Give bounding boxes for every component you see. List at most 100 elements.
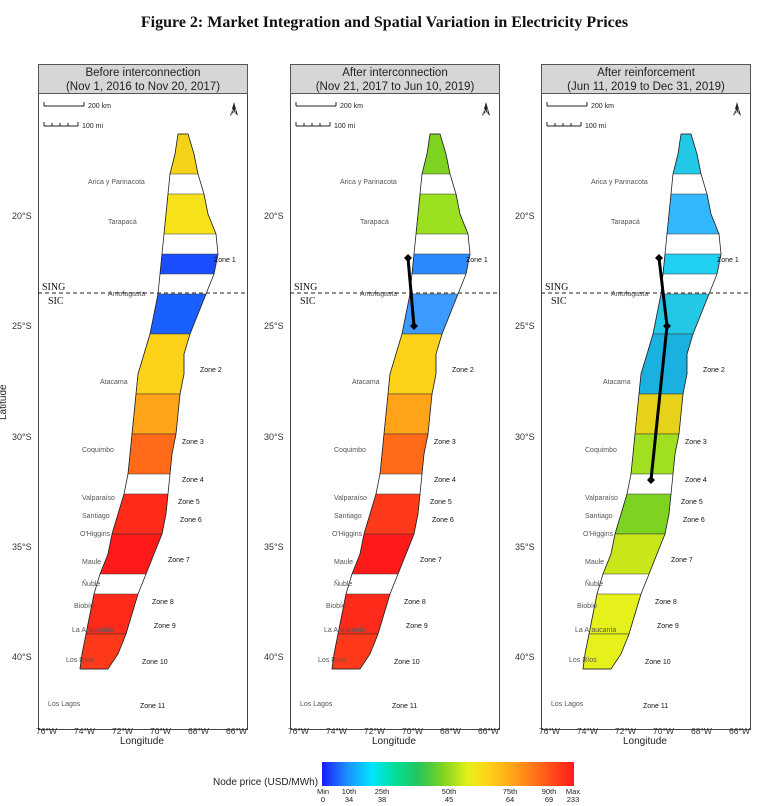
region-label: Santiago [334,513,362,520]
panel-period: (Jun 11, 2019 to Dec 31, 2019) [567,81,725,93]
panel-period: (Nov 1, 2016 to Nov 20, 2017) [65,81,221,93]
panel-title: After reinforcement [597,67,695,79]
scale-bar [546,102,588,127]
sing-label: SING [545,282,568,293]
region-label: O'Higgins [332,531,363,538]
map-panel: After interconnection (Nov 21, 2017 to Ju… [264,64,502,747]
zone-label: Zone 10 [142,659,168,666]
region-label: Atacama [603,379,631,386]
zone-label: Zone 6 [180,517,202,524]
latitude-tick-label: 35°S [515,542,535,552]
region-label: Ñuble [585,579,603,588]
region-label: Biobío [74,603,94,610]
legend-tick: Min 0 [311,788,335,804]
latitude-tick-label: 35°S [12,542,32,552]
region-label: Tarapacá [360,219,389,226]
region-label: Arica y Parinacota [88,179,145,186]
legend-tick-value: 233 [566,795,580,804]
latitude-tick-label: 35°S [264,542,284,552]
region-label: Coquimbo [585,447,617,454]
region-label: Arica y Parinacota [340,179,397,186]
map-panel: Before interconnection (Nov 1, 2016 to No… [12,64,250,747]
country-outline [582,133,722,670]
zone-label: Zone 1 [717,257,739,264]
zone-label: Zone 8 [404,599,426,606]
legend-tick: 25th 38 [370,788,394,804]
longitude-tick-label: 74°W [74,726,95,736]
longitude-tick-label: 72°W [364,726,385,736]
longitude-tick-label: 76°W [36,726,57,736]
country-outline [331,133,471,670]
legend-title: Node price (USD/MWh) [213,777,319,788]
legend-tick-label: 50th [441,787,457,796]
transmission-line [406,257,416,327]
region-label: Los Lagos [300,701,333,708]
latitude-tick-label: 20°S [12,211,32,221]
zone-label: Zone 11 [643,703,668,710]
zone-label: Zone 9 [657,623,679,630]
region-label: Maule [585,559,604,566]
north-label: N [483,109,488,116]
latitude-tick-label: 40°S [515,652,535,662]
region-label: Valparaíso [82,495,115,502]
region-label: Los Ríos [66,657,94,664]
y-axis-label: Latitude [0,384,9,420]
panel-header: After interconnection (Nov 21, 2017 to Ju… [290,64,500,94]
price-zone-area [351,533,415,575]
zone-label: Zone 10 [645,659,671,666]
region-label: La Araucanía [575,627,616,634]
chile-price-map: 200 km 100 mi N SING SIC Arica y Parinacota Ta… [38,102,248,710]
x-axis-label: Longitude [623,736,667,747]
region-label: Los Ríos [318,657,346,664]
price-zone-area [662,253,722,275]
longitude-tick-label: 70°W [402,726,423,736]
longitude-tick-label: 70°W [150,726,171,736]
panel-header: After reinforcement (Jun 11, 2019 to Dec … [541,64,751,94]
price-zone-area [602,533,666,575]
zone-label: Zone 11 [140,703,165,710]
zone-label: Zone 6 [683,517,705,524]
zone-label: Zone 6 [432,517,454,524]
zone-label: Zone 3 [434,439,456,446]
zone-label: Zone 2 [200,367,222,374]
sing-label: SING [42,282,65,293]
substation-node [410,322,418,330]
longitude-tick-label: 74°W [326,726,347,736]
scale-mi-label: 100 mi [82,123,103,130]
zone-label: Zone 4 [182,477,204,484]
latitude-tick-label: 25°S [12,321,32,331]
region-label: Los Lagos [48,701,81,708]
sing-label: SING [294,282,317,293]
north-label: N [231,109,236,116]
chile-price-map: 200 km 100 mi N SING SIC Arica y Parinacota Ta… [541,102,751,710]
legend-tick-value: 0 [320,795,326,804]
substation-node [663,322,671,330]
latitude-tick-label: 30°S [264,432,284,442]
chile-price-map: 200 km 100 mi N SING SIC Arica y Parinacota Ta… [290,102,500,710]
legend-tick: 90th 69 [537,788,561,804]
legend-tick-value: 45 [444,795,454,804]
scale-mi-label: 100 mi [334,123,355,130]
region-label: Antofagasta [360,291,397,298]
zone-label: Zone 5 [430,499,452,506]
legend-tick-label: Min [316,787,330,796]
zone-label: Zone 10 [394,659,420,666]
region-label: Maule [334,559,353,566]
zone-label: Zone 1 [466,257,488,264]
region-label: O'Higgins [583,531,614,538]
zone-label: Zone 4 [434,477,456,484]
price-zone-area [614,493,672,535]
region-label: Maule [82,559,101,566]
region-label: O'Higgins [80,531,111,538]
zone-label: Zone 7 [671,557,693,564]
price-zone-area [411,253,471,275]
legend-tick-value: 38 [377,795,387,804]
zone-label: Zone 5 [178,499,200,506]
region-label: Atacama [352,379,380,386]
legend-tick-label: Max [565,787,581,796]
legend-tick: 75th 64 [498,788,522,804]
longitude-tick-label: 74°W [577,726,598,736]
zone-label: Zone 9 [406,623,428,630]
region-label: Coquimbo [334,447,366,454]
longitude-tick-label: 68°W [440,726,461,736]
